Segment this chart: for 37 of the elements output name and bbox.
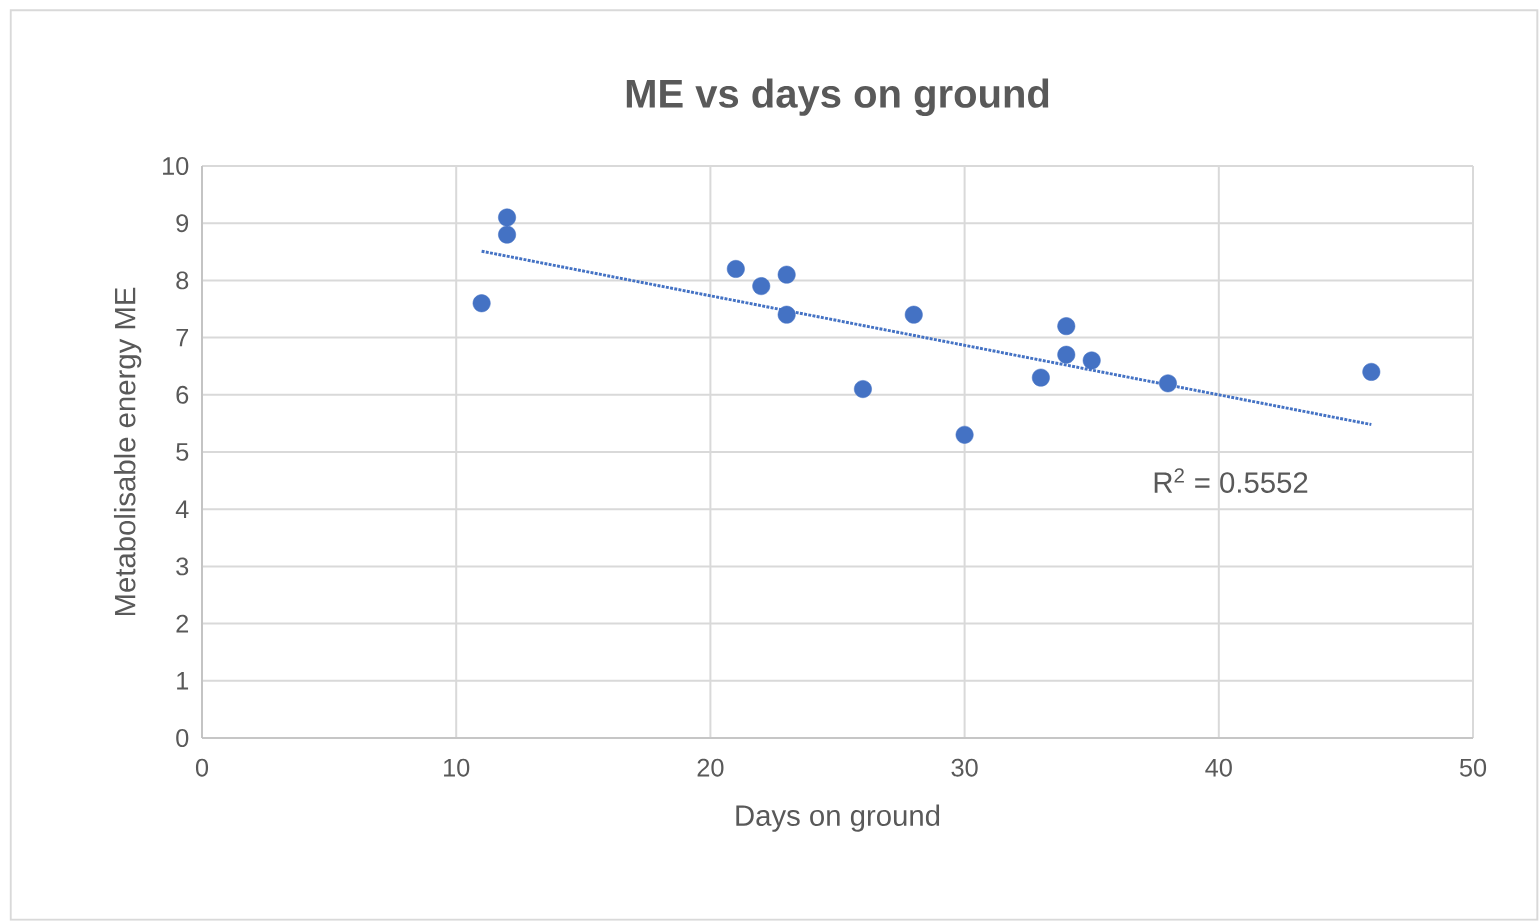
x-tick-label: 20 — [697, 758, 724, 777]
point — [1362, 362, 1381, 381]
point — [1082, 351, 1101, 370]
x-tick-label: 30 — [951, 758, 978, 777]
y-tick-label: 1 — [177, 672, 189, 690]
point — [498, 208, 516, 227]
y-tick-label: 2 — [176, 614, 189, 633]
point — [777, 265, 796, 284]
point — [955, 425, 974, 444]
point — [904, 305, 923, 324]
x-tick-label: 0 — [195, 758, 209, 777]
y-tick-label: 5 — [176, 443, 189, 461]
y-tick-label: 7 — [176, 328, 189, 347]
point — [1057, 345, 1076, 364]
y-tick-label: 3 — [176, 557, 189, 576]
x-tick-label: 40 — [1205, 758, 1232, 777]
y-tick-label: 0 — [176, 729, 189, 747]
y-tick-label: 4 — [175, 500, 189, 518]
y-tick-label: 6 — [176, 385, 189, 404]
point — [498, 225, 516, 244]
x-axis-title: Days on ground — [736, 804, 940, 832]
point — [1057, 317, 1076, 336]
y-tick-label: 9 — [176, 214, 189, 233]
point — [777, 305, 796, 324]
chart-title: ME vs days on ground — [626, 78, 1049, 116]
point — [1159, 374, 1177, 393]
point — [853, 380, 872, 398]
annotation: R$^{2}$ = 0.5552 — [1154, 468, 1308, 493]
y-tick-label: 8 — [176, 271, 189, 290]
y-axis-title: Metabolisable energy ME — [113, 287, 142, 616]
y-tick-label: 10 — [163, 157, 189, 175]
x-tick-label: 10 — [444, 758, 470, 777]
point — [472, 294, 491, 313]
point — [726, 260, 745, 278]
x-tick-label: 50 — [1459, 758, 1487, 777]
point — [752, 277, 771, 296]
point — [1031, 368, 1050, 387]
